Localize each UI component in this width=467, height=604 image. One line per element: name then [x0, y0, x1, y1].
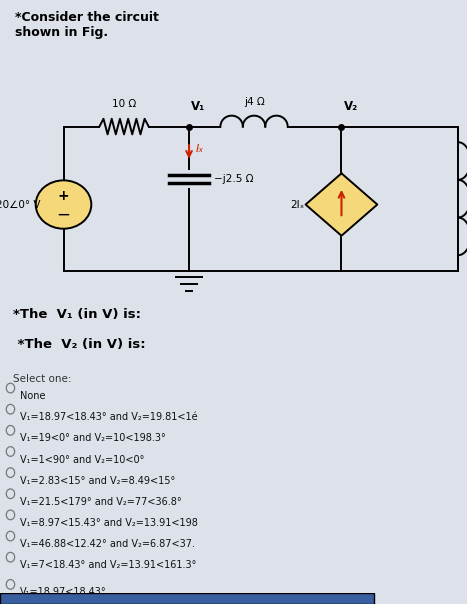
- Text: V₁=21.5<179° and V₂=77<36.8°: V₁=21.5<179° and V₂=77<36.8°: [20, 496, 181, 507]
- Text: V₁=18.97<18.43°
and V₂=13.91<198.3°: V₁=18.97<18.43° and V₂=13.91<198.3°: [20, 587, 127, 604]
- Text: 2Iₓ: 2Iₓ: [290, 199, 304, 210]
- Circle shape: [35, 181, 92, 229]
- Text: V₁=1<90° and V₂=10<0°: V₁=1<90° and V₂=10<0°: [20, 454, 144, 464]
- Text: V₁=19<0° and V₂=10<198.3°: V₁=19<0° and V₂=10<198.3°: [20, 434, 165, 443]
- Text: None: None: [20, 391, 45, 401]
- Text: V₁=18.97<18.43° and V₂=19.81<1é: V₁=18.97<18.43° and V₂=19.81<1é: [20, 412, 197, 422]
- Text: *The  V₁ (in V) is:: *The V₁ (in V) is:: [13, 308, 141, 321]
- Text: V₁: V₁: [191, 100, 205, 113]
- Text: j4 Ω: j4 Ω: [244, 97, 264, 107]
- Polygon shape: [305, 173, 377, 236]
- Text: V₁=7<18.43° and V₂=13.91<161.3°: V₁=7<18.43° and V₂=13.91<161.3°: [20, 561, 196, 570]
- Text: Select one:: Select one:: [13, 374, 71, 385]
- Text: −: −: [57, 205, 71, 223]
- Text: V₁=8.97<15.43° and V₂=13.91<198: V₁=8.97<15.43° and V₂=13.91<198: [20, 518, 198, 528]
- Text: +: +: [58, 189, 69, 203]
- Text: V₂: V₂: [344, 100, 358, 113]
- Text: V₁=2.83<15° and V₂=8.49<15°: V₁=2.83<15° and V₂=8.49<15°: [20, 476, 175, 486]
- Text: −j2.5 Ω: −j2.5 Ω: [214, 174, 253, 184]
- Text: 20∠​0° V: 20∠​0° V: [0, 199, 41, 210]
- Text: Iₓ: Iₓ: [196, 144, 204, 154]
- FancyBboxPatch shape: [0, 593, 374, 604]
- Text: *Consider the circuit
shown in Fig.: *Consider the circuit shown in Fig.: [14, 10, 158, 39]
- Text: 10 Ω: 10 Ω: [112, 99, 136, 109]
- Text: *The  V₂ (in V) is:: *The V₂ (in V) is:: [13, 338, 146, 352]
- Text: V₁=46.88<12.42° and V₂=6.87<37.: V₁=46.88<12.42° and V₂=6.87<37.: [20, 539, 195, 549]
